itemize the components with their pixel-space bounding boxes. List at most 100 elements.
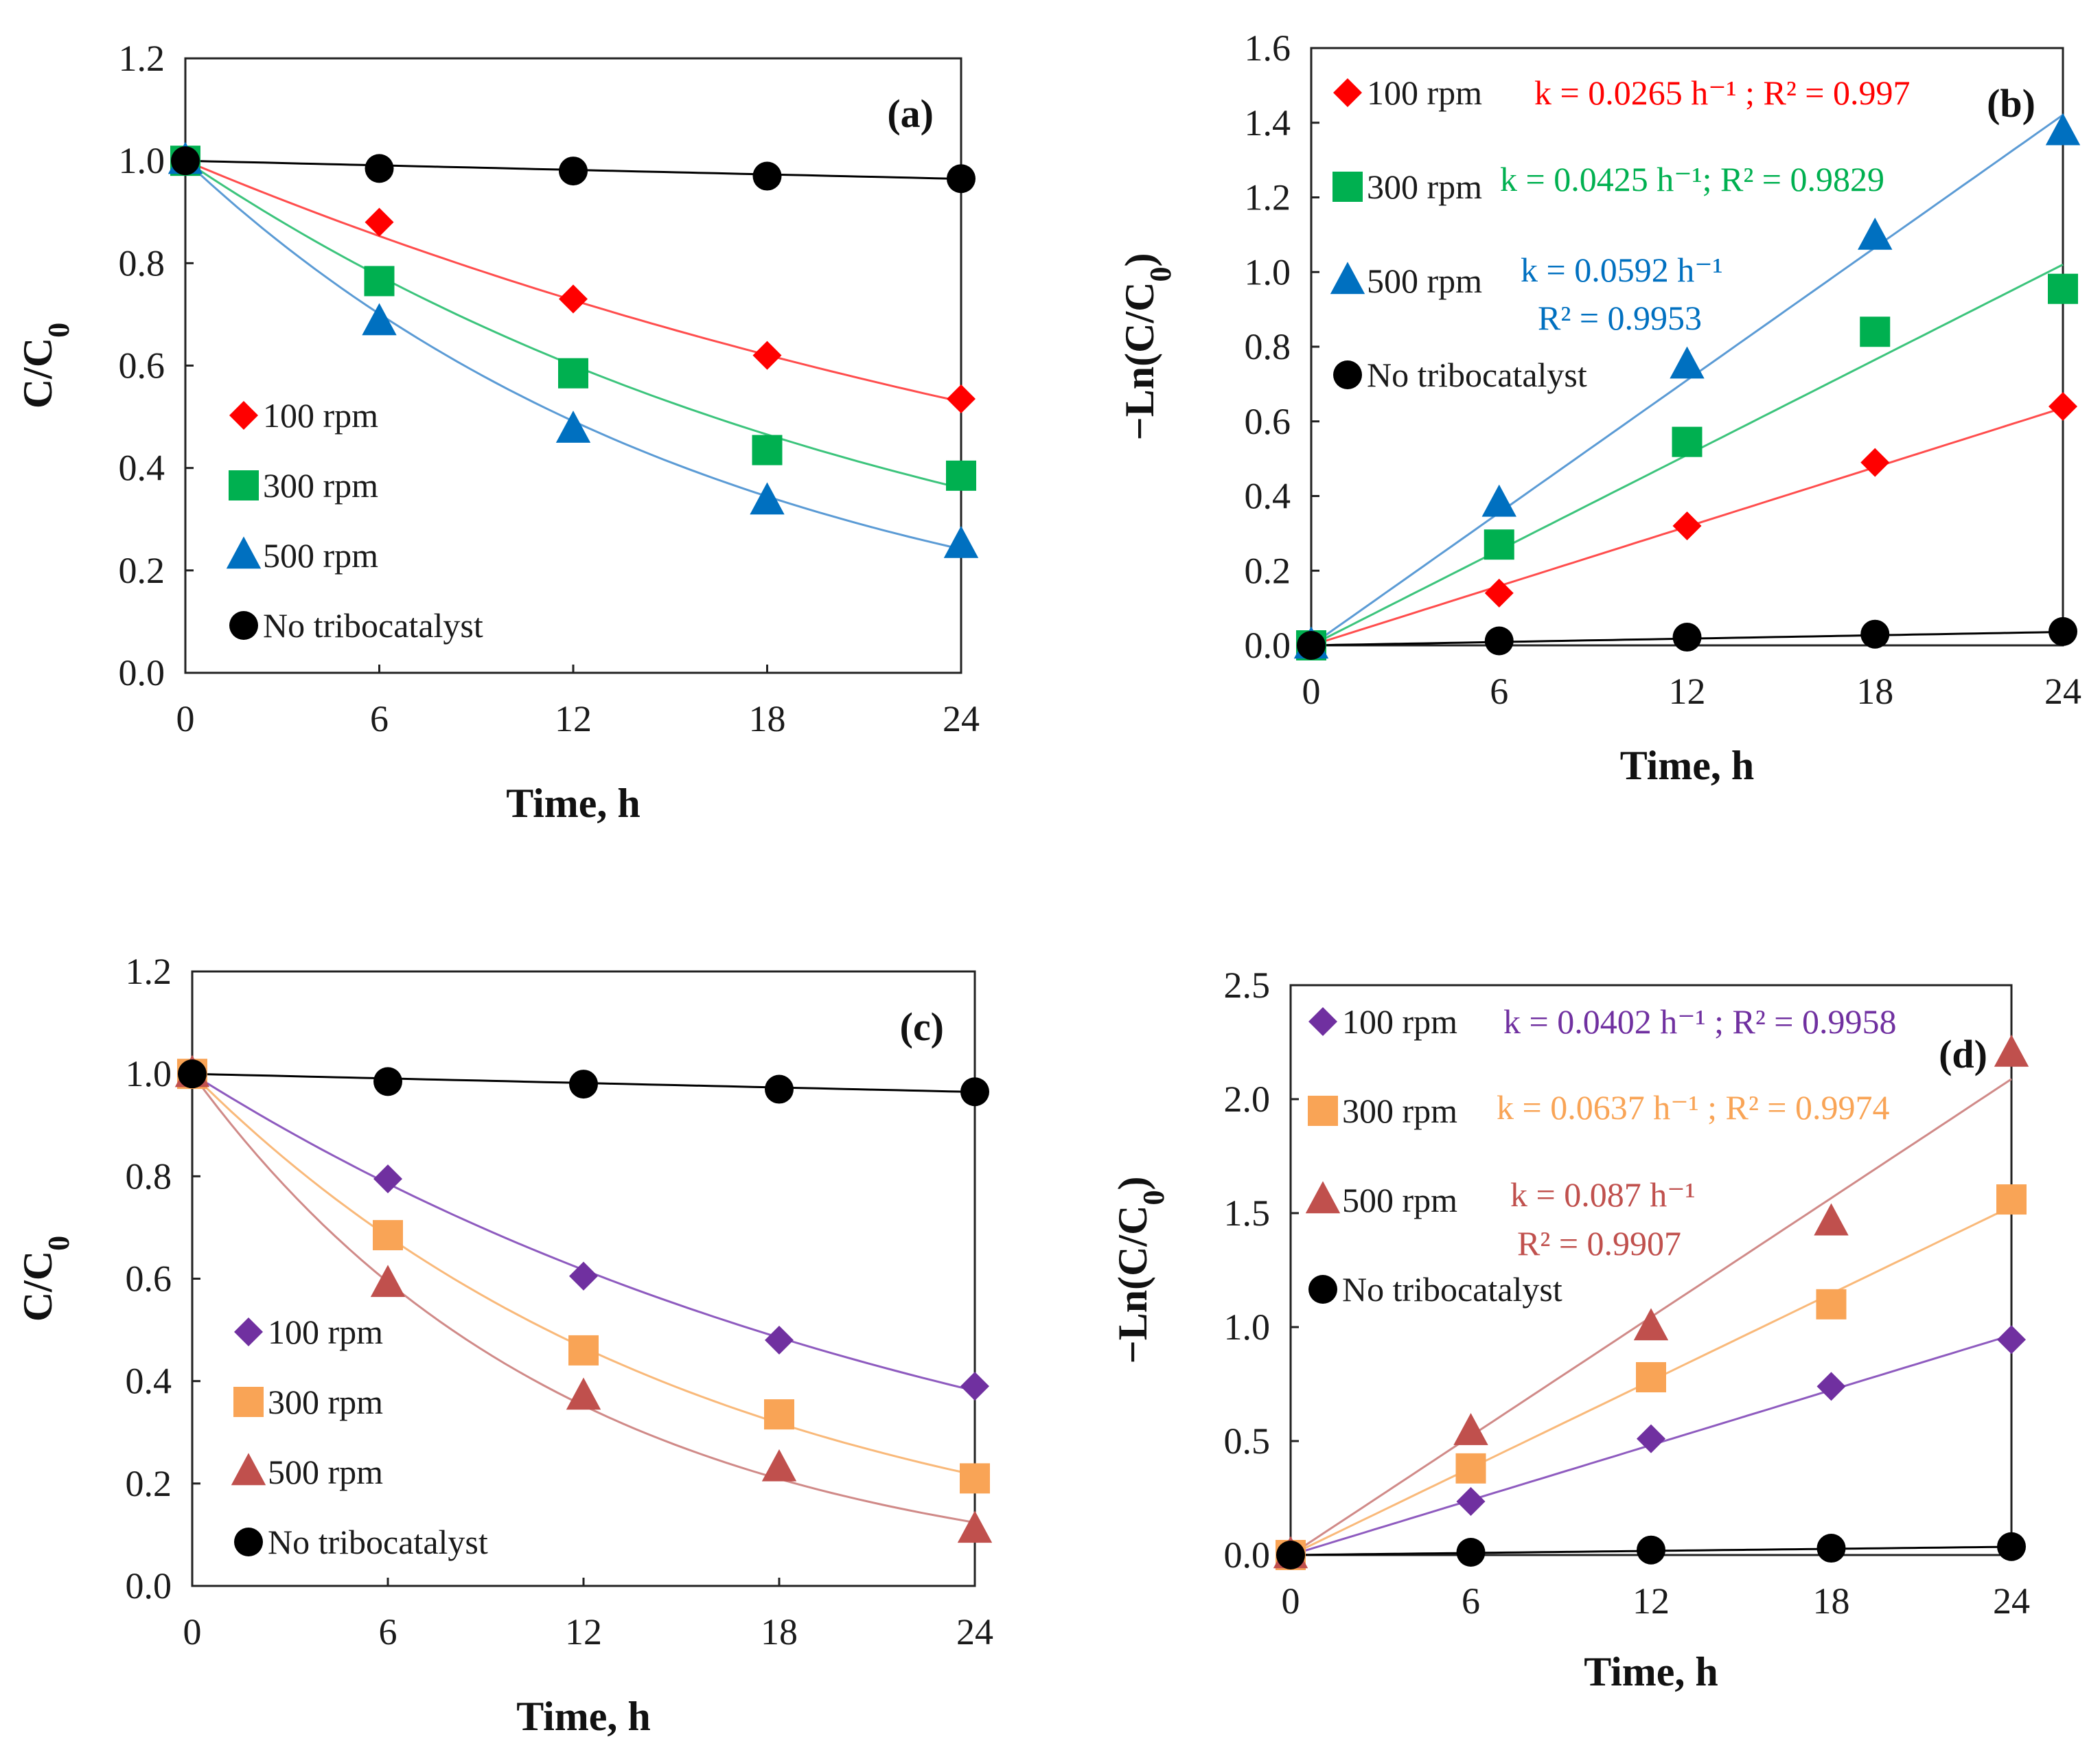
legend-label: 500 rpm [1342, 1181, 1457, 1219]
legend-entry: No tribocatalyst [1333, 356, 1587, 394]
legend-entry: 300 rpm [229, 466, 378, 505]
data-point-500-rpm [957, 1510, 993, 1543]
y-tick-label: 1.4 [1245, 102, 1291, 143]
legend-marker [233, 1387, 264, 1417]
data-point-500-rpm [1670, 346, 1705, 379]
data-point-no-tribocatalyst [1997, 1532, 2026, 1561]
panel-label: (b) [1987, 81, 2035, 126]
data-point-300-rpm [2048, 273, 2078, 304]
data-point-300-rpm [558, 358, 588, 389]
legend-label: No tribocatalyst [268, 1523, 488, 1561]
x-axis-title: Time, h [1620, 743, 1755, 788]
x-tick-label: 0 [1302, 671, 1321, 712]
y-tick-label: 1.0 [119, 140, 165, 181]
legend-label: 300 rpm [1342, 1092, 1457, 1130]
y-tick-label: 2.5 [1224, 965, 1271, 1006]
legend-entry: 500 rpm [1330, 262, 1482, 300]
legend-entry: 100 rpm [1333, 73, 1482, 112]
legend-entry: 100 rpm [229, 396, 378, 435]
y-tick-label: 0.0 [119, 652, 165, 693]
x-axis-title: Time, h [1584, 1649, 1718, 1694]
legend-marker [1305, 1181, 1341, 1214]
y-tick-label: 0.4 [1245, 476, 1291, 517]
y-tick-label: 0.4 [126, 1361, 172, 1402]
data-point-no-tribocatalyst [1484, 626, 1514, 656]
legend-marker [226, 536, 262, 569]
legend-label: 300 rpm [268, 1383, 383, 1421]
data-point-300-rpm [1860, 316, 1891, 347]
y-tick-label: 1.5 [1224, 1193, 1271, 1234]
data-point-500-rpm [362, 303, 397, 336]
legend-label: 500 rpm [1367, 262, 1482, 300]
legend-label: 300 rpm [1367, 168, 1482, 206]
legend-marker [1333, 78, 1362, 107]
legend-marker [1308, 1007, 1337, 1036]
legend-label: No tribocatalyst [1342, 1270, 1562, 1309]
y-tick-label: 1.2 [126, 951, 172, 992]
data-point-no-tribocatalyst [2049, 617, 2077, 646]
data-point-300-rpm [568, 1335, 599, 1366]
panel-d: 0 6 12 18 24 0.0 0.5 1.0 1.5 2.0 2.5 Time, h −Ln(C/C… [1110, 965, 2030, 1694]
x-axis-title: Time, h [506, 781, 641, 826]
legend-entry: 100 rpm [234, 1313, 383, 1351]
legend-label: 100 rpm [1342, 1002, 1457, 1041]
x-tick-label: 24 [1993, 1580, 2030, 1622]
data-point-100-rpm [947, 384, 976, 413]
data-point-no-tribocatalyst [178, 1059, 207, 1089]
legend-label: 100 rpm [263, 396, 378, 435]
data-point-no-tribocatalyst [1672, 623, 1702, 652]
data-point-no-tribocatalyst [171, 146, 200, 176]
data-point-no-tribocatalyst [1860, 619, 1890, 649]
panel-label: (a) [887, 91, 934, 136]
data-point-500-rpm [2045, 113, 2081, 146]
data-point-no-tribocatalyst [373, 1067, 402, 1096]
data-point-no-tribocatalyst [569, 1070, 598, 1099]
data-point-500-rpm [555, 411, 591, 443]
legend-label: 300 rpm [263, 466, 378, 505]
rate-annotation: k = 0.0265 h⁻¹ ; R² = 0.997 [1534, 73, 1911, 112]
x-tick-label: 12 [565, 1611, 602, 1653]
legend-label: 100 rpm [268, 1313, 383, 1351]
y-tick-label: 0.8 [1245, 326, 1291, 367]
data-point-100-rpm [1860, 448, 1890, 477]
data-point-300-rpm [1816, 1289, 1847, 1320]
x-tick-label: 24 [956, 1611, 993, 1653]
data-point-300-rpm [752, 435, 783, 465]
x-tick-label: 18 [761, 1611, 798, 1653]
data-point-no-tribocatalyst [1816, 1534, 1846, 1563]
legend-marker [1332, 172, 1363, 202]
legend-marker [231, 1453, 266, 1486]
data-point-500-rpm [1858, 217, 1893, 250]
panel-a: 0 6 12 18 24 0.0 0.2 0.4 0.6 0.8 1.0 1.2 Time, h C/C0… [15, 38, 980, 826]
rate-annotation: k = 0.087 h⁻¹ [1510, 1175, 1696, 1214]
x-tick-label: 0 [1282, 1580, 1300, 1622]
y-tick-label: 0.8 [119, 242, 165, 284]
y-tick-label: 1.6 [1245, 27, 1291, 69]
data-point-300-rpm [373, 1220, 403, 1251]
legend-entry: 500 rpm [1305, 1181, 1457, 1219]
legend-entry: 300 rpm [1308, 1092, 1457, 1130]
x-tick-label: 24 [2044, 671, 2081, 712]
data-point-no-tribocatalyst [1276, 1541, 1305, 1569]
data-point-100-rpm [1997, 1325, 2026, 1355]
legend-marker [229, 401, 258, 430]
y-tick-label: 0.8 [126, 1155, 172, 1197]
data-point-100-rpm [765, 1326, 794, 1355]
data-point-100-rpm [960, 1372, 989, 1401]
legend-entry: 500 rpm [226, 536, 378, 575]
data-point-no-tribocatalyst [365, 154, 394, 183]
data-point-100-rpm [559, 284, 588, 314]
x-tick-label: 12 [1669, 671, 1706, 712]
legend-entry: No tribocatalyst [234, 1523, 488, 1561]
legend-label: No tribocatalyst [1367, 356, 1587, 394]
y-tick-label: 2.0 [1224, 1079, 1271, 1120]
x-tick-label: 6 [379, 1611, 397, 1653]
rate-annotation: k = 0.0402 h⁻¹ ; R² = 0.9958 [1503, 1002, 1897, 1041]
data-point-500-rpm [761, 1449, 797, 1482]
fit-line-500-rpm [1311, 114, 2064, 647]
data-point-100-rpm [2049, 392, 2077, 421]
rate-annotation: k = 0.0592 h⁻¹ [1521, 251, 1723, 289]
data-point-500-rpm [750, 482, 785, 515]
data-point-100-rpm [569, 1261, 598, 1291]
panel-label: (d) [1939, 1032, 1987, 1077]
